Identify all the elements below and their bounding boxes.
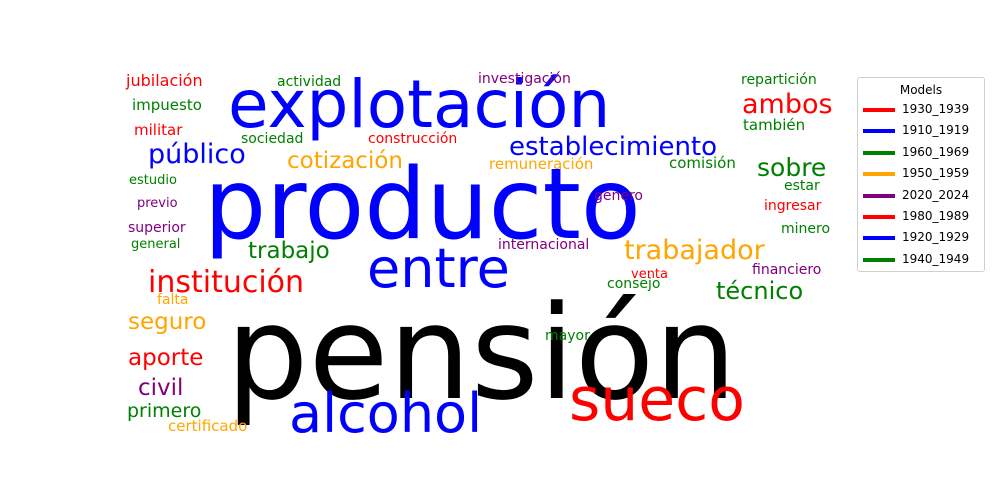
legend-swatch xyxy=(863,129,895,134)
word-ambos: ambos xyxy=(742,89,833,120)
legend-item: 1910_1919 xyxy=(858,120,984,141)
legend-item: 1930_1939 xyxy=(858,99,984,120)
word-ingresar: ingresar xyxy=(764,198,822,214)
word-investigación: investigación xyxy=(478,71,571,87)
word-institución: institución xyxy=(148,265,304,300)
word-entre: entre xyxy=(367,237,510,300)
word-falta: falta xyxy=(157,292,188,308)
word-comisión: comisión xyxy=(669,154,736,172)
word-remuneración: remuneración xyxy=(489,155,593,173)
word-construcción: construcción xyxy=(368,131,457,147)
word-civil: civil xyxy=(138,375,183,401)
legend-item: 1980_1989 xyxy=(858,206,984,227)
legend-label: 1910_1919 xyxy=(902,123,970,138)
legend-swatch xyxy=(863,257,895,262)
word-estudio: estudio xyxy=(129,173,177,188)
legend-item: 1920_1929 xyxy=(858,227,984,248)
word-alcohol: alcohol xyxy=(289,382,482,445)
legend-label: 1920_1929 xyxy=(902,230,970,245)
word-pensión: pensión xyxy=(226,277,737,429)
word-repartición: repartición xyxy=(741,72,817,88)
word-establecimiento: establecimiento xyxy=(509,132,717,162)
legend-swatch xyxy=(863,214,895,219)
word-estar: estar xyxy=(784,178,820,194)
word-militar: militar xyxy=(134,121,183,139)
legend-swatch xyxy=(863,193,895,198)
legend-label: 1940_1949 xyxy=(902,251,970,266)
legend-swatch xyxy=(863,236,895,241)
word-técnico: técnico xyxy=(716,277,803,305)
legend-item: 1950_1959 xyxy=(858,163,984,184)
word-sociedad: sociedad xyxy=(241,131,303,147)
word-sobre: sobre xyxy=(757,153,826,182)
word-certificado: certificado xyxy=(168,417,247,435)
word-previo: previo xyxy=(137,196,178,211)
word-primero: primero xyxy=(127,400,201,422)
legend-title: Models xyxy=(899,83,943,97)
legend-label: 1950_1959 xyxy=(902,166,970,181)
word-minero: minero xyxy=(781,221,830,237)
word-trabajo: trabajo xyxy=(248,238,330,264)
legend: Models 1930_1939 1910_1919 1960_1969 1950_1… xyxy=(857,77,985,272)
word-público: público xyxy=(148,139,246,170)
legend-label: 1960_1969 xyxy=(902,144,970,159)
legend-label: 2020_2024 xyxy=(902,187,970,202)
word-explotación: explotación xyxy=(228,66,610,143)
word-género: género xyxy=(594,188,643,204)
word-cotización: cotización xyxy=(287,148,403,174)
legend-label: 1980_1989 xyxy=(902,208,970,223)
legend-item: 1960_1969 xyxy=(858,142,984,163)
word-mayor: mayor xyxy=(545,328,590,344)
word-venta: venta xyxy=(631,267,668,282)
legend-label: 1930_1939 xyxy=(902,102,970,116)
word-actividad: actividad xyxy=(277,74,341,90)
legend-swatch xyxy=(863,108,895,112)
word-financiero: financiero xyxy=(752,262,821,278)
word-jubilación: jubilación xyxy=(125,71,203,90)
word-seguro: seguro xyxy=(128,309,206,335)
word-consejo: consejo xyxy=(607,276,661,292)
word-sueco: sueco xyxy=(569,365,745,435)
word-superior: superior xyxy=(128,220,186,236)
word-también: también xyxy=(743,116,805,134)
legend-item: 2020_2024 xyxy=(858,185,984,206)
word-producto: producto xyxy=(204,148,641,262)
word-general: general xyxy=(131,237,180,252)
legend-item: 1940_1949 xyxy=(858,249,984,270)
legend-swatch xyxy=(863,150,895,155)
word-trabajador: trabajador xyxy=(624,235,766,266)
legend-items: 1930_1939 1910_1919 1960_1969 1950_1959 2020… xyxy=(858,99,984,270)
word-internacional: internacional xyxy=(498,237,589,253)
legend-swatch xyxy=(863,172,895,177)
word-aporte: aporte xyxy=(128,345,203,371)
word-impuesto: impuesto xyxy=(132,96,202,114)
